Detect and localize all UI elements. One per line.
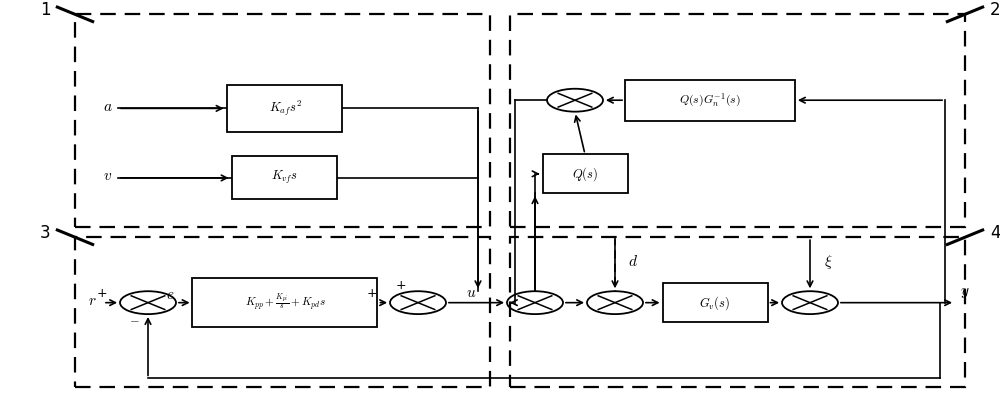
Text: $u$: $u$: [466, 285, 476, 300]
Text: +: +: [367, 287, 377, 300]
Text: $r$: $r$: [88, 293, 96, 308]
Text: $y$: $y$: [960, 285, 970, 300]
Text: 1: 1: [40, 1, 50, 19]
Bar: [75, 237, 490, 387]
Text: $\xi$: $\xi$: [824, 253, 832, 271]
Text: $G_v(s)$: $G_v(s)$: [699, 294, 731, 312]
Text: $v$: $v$: [103, 169, 113, 183]
Text: $K_{af}s^2$: $K_{af}s^2$: [269, 99, 301, 118]
Text: $Q(s)G_n^{-1}(s)$: $Q(s)G_n^{-1}(s)$: [679, 92, 741, 109]
Bar: [662, 283, 768, 322]
Bar: [510, 237, 965, 387]
Text: +: +: [97, 287, 107, 300]
Text: $e$: $e$: [166, 287, 175, 302]
Text: $d$: $d$: [628, 254, 638, 269]
Bar: [227, 85, 342, 132]
Bar: [542, 155, 628, 193]
Bar: [232, 157, 337, 200]
Text: $-$: $-$: [129, 314, 139, 327]
Text: $K_{vf}s$: $K_{vf}s$: [271, 169, 299, 187]
Text: $K_{pp}+\frac{K_{pi}}{s}+K_{pd}s$: $K_{pp}+\frac{K_{pi}}{s}+K_{pd}s$: [245, 292, 325, 313]
Text: $a$: $a$: [103, 99, 113, 114]
Bar: [75, 14, 490, 227]
Bar: [625, 80, 795, 121]
Text: $Q(s)$: $Q(s)$: [572, 165, 598, 183]
Text: 2: 2: [990, 1, 1000, 19]
Text: 3: 3: [40, 224, 50, 242]
Text: 4: 4: [990, 224, 1000, 242]
Bar: [192, 278, 377, 327]
Bar: [510, 14, 965, 227]
Text: +: +: [396, 279, 407, 292]
